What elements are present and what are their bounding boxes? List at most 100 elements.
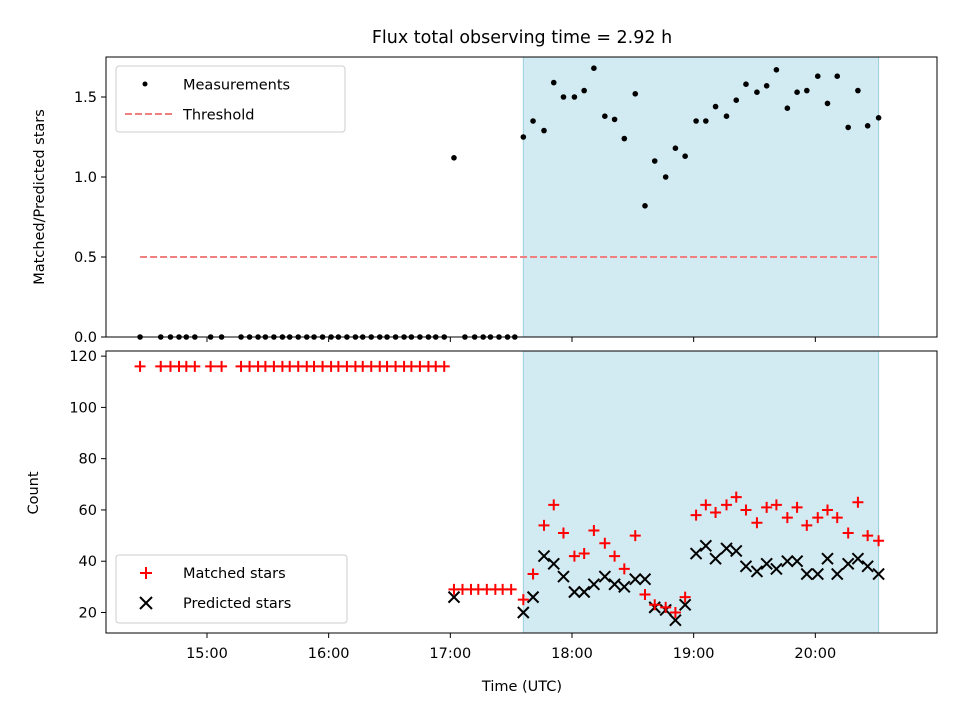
matched-star-point	[679, 591, 691, 603]
bottom-panel: 20 40 60 80 100 120 15:00 16:00 17:00 18:00 19:00…	[26, 349, 938, 695]
predicted-star-point	[821, 552, 834, 565]
predicted-star-point	[861, 560, 874, 573]
matched-star-point	[873, 535, 885, 547]
predicted-star-point	[568, 585, 581, 599]
matched-star-point	[517, 594, 529, 606]
matched-star-point	[761, 501, 773, 513]
measurement-point	[602, 113, 608, 119]
measurement-point	[794, 89, 800, 95]
top-y-tick-label: 1.0	[74, 170, 97, 186]
bottom-x-tick-label: 15:00	[186, 646, 228, 662]
predicted-star-point	[447, 590, 461, 604]
matched-star-point	[669, 606, 681, 618]
legend-label-matched: Matched stars	[183, 566, 286, 582]
measurement-point	[530, 118, 536, 124]
measurement-point	[804, 87, 810, 94]
matched-star-point	[781, 512, 793, 524]
matched-star-point	[205, 360, 217, 372]
matched-star-point	[189, 360, 201, 372]
measurement-point	[611, 116, 618, 123]
bottom-x-ticks: 15:00 16:00 17:00 18:00 19:00 20:00	[186, 633, 836, 662]
measurement-point	[560, 94, 567, 100]
matched-star-point	[548, 499, 560, 511]
top-y-tick-label: 0.5	[74, 250, 97, 266]
measurement-point	[743, 81, 749, 87]
bottom-legend-box	[115, 554, 348, 624]
top-panel: 0.0 0.5 1.0 1.5 Matched/Predicted stars Mea…	[32, 56, 938, 346]
matched-star-point	[609, 550, 621, 562]
predicted-star-point	[587, 578, 601, 591]
matched-star-point	[639, 589, 651, 601]
predicted-star-point	[517, 606, 530, 619]
matched-star-point	[599, 537, 611, 549]
predicted-star-point	[689, 547, 703, 560]
legend-marker-matched	[140, 567, 152, 579]
top-y-tick-label: 0.0	[74, 330, 97, 346]
matched-star-point	[216, 360, 228, 372]
predicted-star-point	[618, 580, 631, 594]
bottom-y-tick-label: 20	[79, 605, 97, 621]
top-legend-box	[115, 65, 346, 133]
predicted-star-point	[790, 555, 804, 568]
predicted-star-point	[547, 557, 560, 570]
predicted-star-point	[750, 565, 764, 578]
bottom-predicted-points	[447, 539, 885, 627]
measurement-point	[855, 87, 861, 94]
measurement-point	[550, 79, 557, 86]
measurement-point	[682, 153, 688, 159]
predicted-star-point	[537, 549, 551, 563]
bottom-axes-frame	[105, 350, 938, 634]
predicted-star-point	[760, 557, 773, 570]
measurement-point	[662, 174, 669, 180]
predicted-star-point	[638, 572, 652, 586]
matched-star-point	[690, 509, 702, 521]
matched-star-point	[801, 519, 813, 531]
predicted-star-point	[831, 567, 844, 581]
measurement-point	[693, 118, 699, 124]
measurement-point	[864, 123, 871, 129]
measurement-point	[571, 94, 578, 100]
matched-star-point	[730, 491, 742, 503]
top-y-tick-label: 1.5	[74, 90, 97, 106]
bottom-y-tick-label: 60	[79, 503, 97, 519]
measurement-point	[773, 67, 780, 73]
bottom-x-tick-label: 16:00	[308, 646, 350, 662]
measurement-point	[703, 118, 709, 124]
matched-star-point	[649, 599, 661, 611]
predicted-star-point	[557, 570, 570, 583]
matched-star-point	[721, 499, 733, 511]
bottom-y-tick-label: 80	[79, 452, 97, 468]
predicted-star-point	[800, 567, 814, 581]
matched-star-point	[588, 524, 600, 536]
matched-star-point	[700, 499, 712, 511]
predicted-star-point	[577, 585, 591, 599]
legend-label-predicted: Predicted stars	[183, 596, 291, 612]
matched-star-point	[812, 512, 824, 524]
predicted-star-point	[608, 578, 621, 591]
predicted-star-point	[730, 544, 743, 558]
figure-title: Flux total observing time = 2.92 h	[372, 28, 672, 48]
bottom-y-axis-label: Count	[26, 471, 42, 514]
bottom-x-tick-label: 19:00	[673, 646, 715, 662]
bottom-y-tick-label: 120	[69, 349, 97, 365]
measurement-point	[520, 134, 527, 140]
matched-star-point	[527, 568, 539, 580]
top-shaded-region	[522, 56, 880, 338]
bottom-y-tick-label: 40	[79, 554, 97, 570]
bottom-matched-points	[134, 360, 885, 618]
top-legend: Measurements Threshold	[115, 65, 346, 133]
predicted-star-point	[841, 557, 855, 570]
matched-star-point	[538, 519, 550, 531]
measurement-point	[451, 155, 457, 161]
matched-star-point	[629, 530, 641, 542]
matched-star-point	[751, 517, 763, 529]
legend-marker-predicted	[139, 596, 153, 610]
top-axes-frame	[105, 56, 938, 338]
top-y-axis-label: Matched/Predicted stars	[32, 109, 48, 285]
matched-star-point	[740, 504, 752, 516]
predicted-star-point	[872, 567, 885, 581]
measurement-point	[754, 89, 760, 95]
measurement-point	[651, 158, 658, 164]
matched-star-point	[852, 496, 864, 508]
